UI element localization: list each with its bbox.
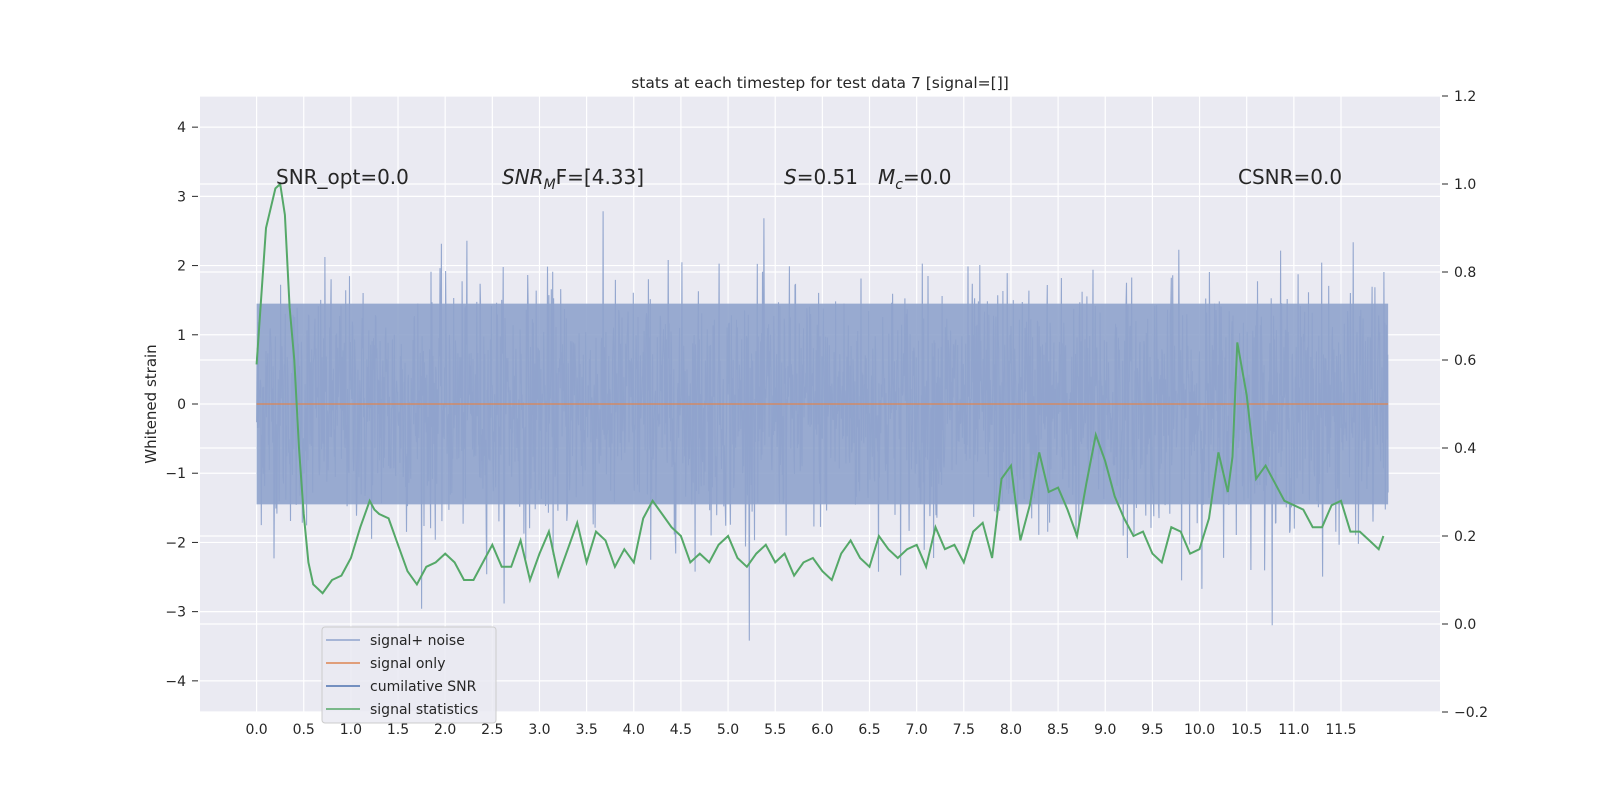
y-tick-label: −1 bbox=[165, 466, 186, 482]
x-tick-label: 5.0 bbox=[717, 722, 739, 738]
annotation-snr-mf-main: SNR bbox=[502, 165, 544, 189]
y2-tick-label: 1.2 bbox=[1454, 89, 1476, 105]
y2-tick-label: 0.2 bbox=[1454, 529, 1476, 545]
y-tick-label: 4 bbox=[177, 120, 186, 136]
x-tick-label: 11.5 bbox=[1325, 722, 1356, 738]
x-tick-label: 2.5 bbox=[481, 722, 503, 738]
y2-tick-label: 1.0 bbox=[1454, 177, 1476, 193]
y-tick-label: −2 bbox=[165, 535, 186, 551]
x-tick-label: 8.5 bbox=[1047, 722, 1069, 738]
annotation-s-val: =0.51 bbox=[797, 165, 858, 189]
x-tick-label: 7.5 bbox=[953, 722, 975, 738]
y-tick-label: −3 bbox=[165, 605, 186, 621]
signal-statistics-line bbox=[255, 181, 1385, 595]
x-tick-label: 9.5 bbox=[1141, 722, 1163, 738]
x-tick-label: 2.0 bbox=[434, 722, 456, 738]
x-tick-label: 7.0 bbox=[906, 722, 928, 738]
x-tick-label: 5.5 bbox=[764, 722, 786, 738]
y2-tick-label: −0.2 bbox=[1454, 705, 1488, 721]
y-tick-label: 0 bbox=[177, 397, 186, 413]
y-tick-label: 1 bbox=[177, 328, 186, 344]
annotation-snr-mf-rest: F=[4.33] bbox=[556, 165, 644, 189]
annotation-s-var: S bbox=[784, 165, 797, 189]
annotation-mc-var: M bbox=[878, 165, 895, 189]
axes: 0.0 0.5 1.0 1.5 2.0 2.5 3.0 3.5 4.0 4.5 5.0 5.5 6.0 6… bbox=[165, 89, 1488, 738]
annotation-snr-mf-sub: M bbox=[544, 177, 556, 193]
legend-label-signal-statistics: signal statistics bbox=[370, 702, 478, 718]
annotation-snr-opt: SNR_opt=0.0 bbox=[276, 165, 409, 189]
annotation-csnr: CSNR=0.0 bbox=[1238, 165, 1342, 189]
x-tick-label: 8.0 bbox=[1000, 722, 1022, 738]
y-tick-label: −4 bbox=[165, 674, 186, 690]
x-tick-label: 0.5 bbox=[293, 722, 315, 738]
x-tick-label: 6.5 bbox=[858, 722, 880, 738]
legend: signal+ noise signal only cumilative SNR… bbox=[321, 626, 497, 724]
chart-title: stats at each timestep for test data 7 [… bbox=[631, 74, 1009, 92]
x-tick-label: 10.5 bbox=[1231, 722, 1262, 738]
x-tick-label: 6.0 bbox=[811, 722, 833, 738]
y2-tick-label: 0.8 bbox=[1454, 265, 1476, 281]
y-tick-label: 2 bbox=[177, 259, 186, 275]
x-tick-label: 0.0 bbox=[245, 722, 267, 738]
x-tick-label: 1.5 bbox=[387, 722, 409, 738]
x-tick-label: 3.0 bbox=[528, 722, 550, 738]
x-tick-label: 3.5 bbox=[575, 722, 597, 738]
y2-tick-label: 0.0 bbox=[1454, 617, 1476, 633]
legend-box bbox=[321, 626, 497, 724]
y-axis-label: Whitened strain bbox=[142, 344, 160, 463]
legend-label-signal-only: signal only bbox=[370, 656, 445, 672]
annotation-mc: Mc=0.0 bbox=[878, 165, 952, 193]
annotation-s: S=0.51 bbox=[784, 165, 858, 189]
x-tick-label: 4.0 bbox=[623, 722, 645, 738]
annotation-mc-sub: c bbox=[895, 177, 903, 193]
legend-label-cumilative-snr: cumilative SNR bbox=[370, 679, 477, 695]
y2-tick-label: 0.6 bbox=[1454, 353, 1476, 369]
x-tick-label: 9.0 bbox=[1094, 722, 1116, 738]
y-tick-label: 3 bbox=[177, 189, 186, 205]
y2-tick-label: 0.4 bbox=[1454, 441, 1476, 457]
x-tick-label: 11.0 bbox=[1278, 722, 1309, 738]
annotation-mc-val: =0.0 bbox=[903, 165, 952, 189]
annotation-snr-mf: SNRMF=[4.33] bbox=[502, 165, 644, 193]
lines-layer bbox=[255, 181, 1389, 595]
x-tick-label: 10.0 bbox=[1184, 722, 1215, 738]
x-tick-label: 4.5 bbox=[670, 722, 692, 738]
x-tick-label: 1.0 bbox=[340, 722, 362, 738]
legend-label-signal-plus-noise: signal+ noise bbox=[370, 633, 465, 649]
